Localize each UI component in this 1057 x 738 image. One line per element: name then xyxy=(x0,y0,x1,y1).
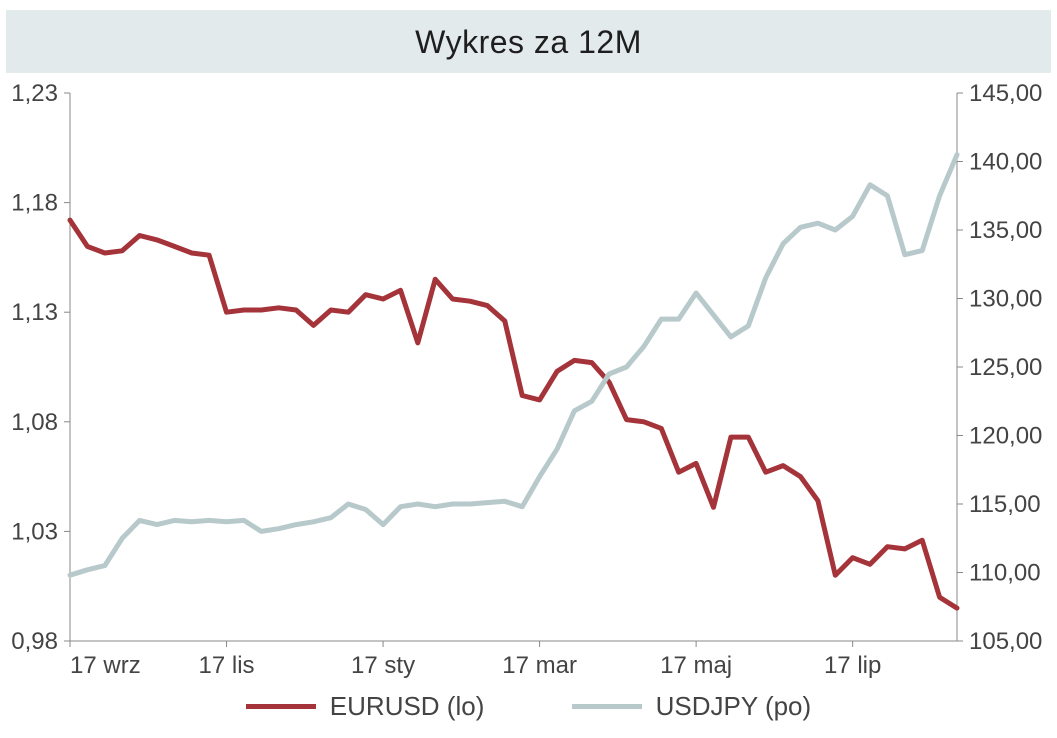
y-right-tick-label: 105,00 xyxy=(969,628,1042,655)
legend-label-eurusd: EURUSD (lo) xyxy=(330,691,485,722)
x-tick-label: 17 maj xyxy=(660,652,732,679)
y-right-tick-label: 110,00 xyxy=(969,560,1041,587)
x-tick-label: 17 wrz xyxy=(70,652,141,679)
y-right-tick-label: 135,00 xyxy=(969,217,1042,244)
y-left-tick-label: 1,13 xyxy=(11,299,58,326)
x-tick-label: 17 lip xyxy=(824,652,881,679)
y-left-tick-label: 0,98 xyxy=(11,628,58,655)
y-left-tick-label: 1,18 xyxy=(11,190,58,217)
y-right-tick-label: 125,00 xyxy=(969,354,1042,381)
chart-svg: 0,98 1,03 1,08 1,13 1,18 1,23 105,00 110,00 115,… xyxy=(0,73,1057,683)
legend-item-usdjpy: USDJPY (po) xyxy=(572,691,812,722)
plot-area: 0,98 1,03 1,08 1,13 1,18 1,23 105,00 110,00 115,… xyxy=(0,73,1057,683)
legend-item-eurusd: EURUSD (lo) xyxy=(246,691,485,722)
x-tick-label: 17 sty xyxy=(351,652,415,679)
y-right-tick-label: 130,00 xyxy=(969,286,1042,313)
y-right-tick-label: 140,00 xyxy=(969,149,1042,176)
y-right-tick-label: 115,00 xyxy=(969,491,1041,518)
y-left-tick-label: 1,23 xyxy=(11,80,58,107)
series-EURUSD-(lo) xyxy=(70,220,957,608)
legend-swatch-usdjpy xyxy=(572,704,642,709)
legend-label-usdjpy: USDJPY (po) xyxy=(656,691,812,722)
y-left-tick-label: 1,08 xyxy=(11,409,58,436)
x-tick-label: 17 lis xyxy=(199,652,255,679)
chart-container: Wykres za 12M 0,98 1,03 1,08 1,13 1,18 1,23 10… xyxy=(0,10,1057,738)
legend: EURUSD (lo) USDJPY (po) xyxy=(0,685,1057,722)
x-tick-label: 17 mar xyxy=(502,652,577,679)
y-right-tick-label: 145,00 xyxy=(969,80,1042,107)
y-right-tick-label: 120,00 xyxy=(969,423,1042,450)
legend-swatch-eurusd xyxy=(246,704,316,709)
chart-title: Wykres za 12M xyxy=(6,10,1051,73)
y-left-tick-label: 1,03 xyxy=(11,518,58,545)
